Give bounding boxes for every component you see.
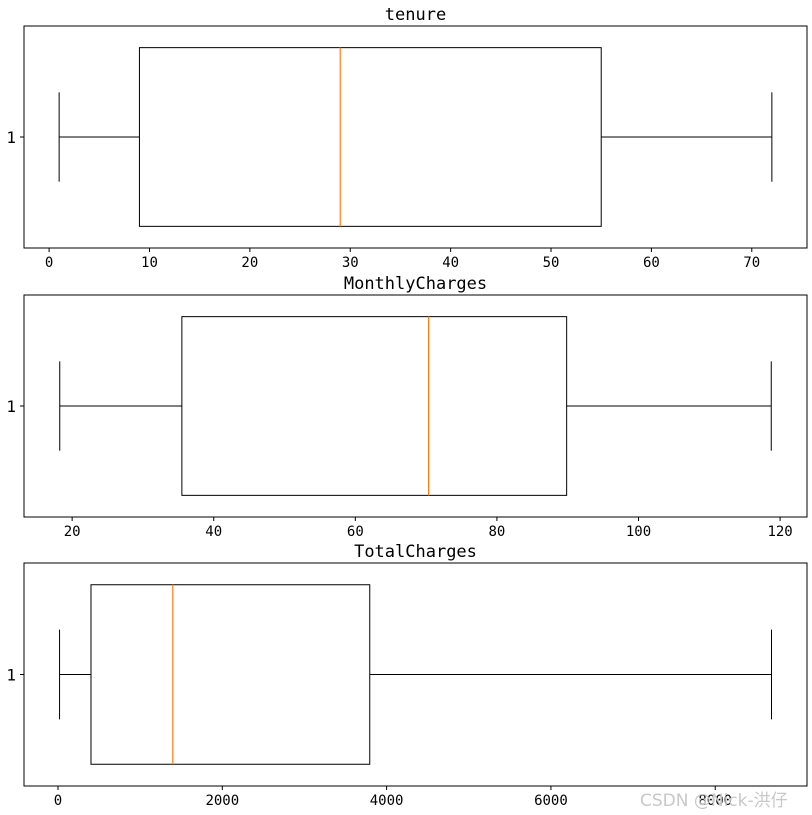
x-tick-label: 4000 <box>370 793 404 809</box>
x-tick-label: 80 <box>488 524 505 540</box>
chart-panel-1: tenure 0 10 20 30 40 50 60 70 1 <box>6 5 808 271</box>
x-tick-label: 60 <box>643 255 660 271</box>
x-tick-label: 0 <box>54 793 62 809</box>
x-tick-label: 20 <box>241 255 258 271</box>
x-tick-label: 30 <box>342 255 359 271</box>
chart-title: MonthlyCharges <box>344 274 487 294</box>
x-tick-label: 70 <box>743 255 760 271</box>
iqr-box <box>138 47 602 227</box>
x-tick-label: 6000 <box>534 793 568 809</box>
x-tick-label: 120 <box>767 524 792 540</box>
iqr-box <box>181 316 568 496</box>
x-tick-label: 8000 <box>698 793 732 809</box>
x-tick-label: 60 <box>347 524 364 540</box>
chart-title: tenure <box>385 5 446 25</box>
y-tick-label: 1 <box>6 666 16 685</box>
x-tick-label: 50 <box>543 255 560 271</box>
y-tick-label: 1 <box>6 128 16 147</box>
chart-title: TotalCharges <box>354 542 477 562</box>
watermark: CSDN @Nick-洪仔 <box>640 791 788 811</box>
x-tick-label: 0 <box>45 255 53 271</box>
y-tick-label: 1 <box>6 397 16 416</box>
chart-panel-3: TotalCharges 0 2000 4000 6000 8000 1 <box>6 542 808 809</box>
x-tick-label: 20 <box>64 524 81 540</box>
x-tick-label: 40 <box>442 255 459 271</box>
x-tick-label: 10 <box>141 255 158 271</box>
chart-panel-2: MonthlyCharges 20 40 60 80 100 120 1 <box>6 274 808 540</box>
x-tick-label: 2000 <box>205 793 239 809</box>
x-tick-label: 100 <box>626 524 651 540</box>
iqr-box <box>90 584 371 765</box>
x-tick-label: 40 <box>205 524 222 540</box>
